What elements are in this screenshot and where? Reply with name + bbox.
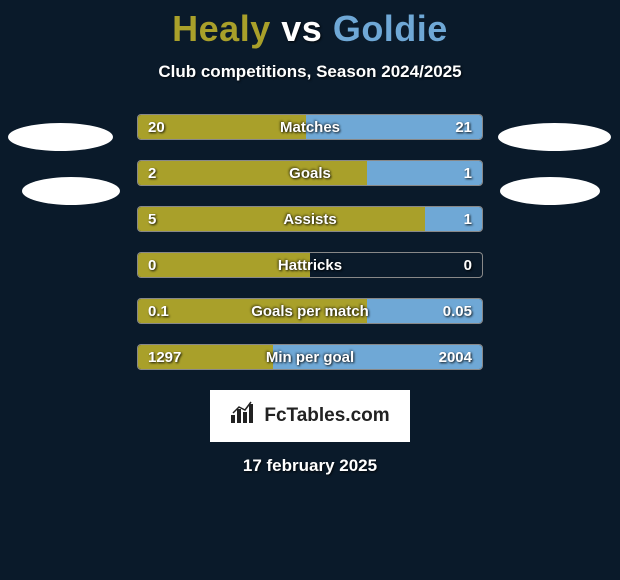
stat-label: Goals bbox=[138, 161, 482, 185]
stats-comparison-chart: 2021Matches 21Goals 51Assists 00Hattricks 0.… bbox=[137, 114, 483, 370]
oval-placeholder bbox=[500, 177, 600, 205]
stat-label: Hattricks bbox=[138, 253, 482, 277]
stat-row: 00Hattricks bbox=[137, 252, 483, 278]
date-text: 17 february 2025 bbox=[0, 456, 620, 476]
oval-placeholder bbox=[8, 123, 113, 151]
stat-label: Goals per match bbox=[138, 299, 482, 323]
fctables-logo: FcTables.com bbox=[210, 390, 410, 442]
stat-label: Assists bbox=[138, 207, 482, 231]
page-title: Healy vs Goldie bbox=[0, 0, 620, 50]
title-player2: Goldie bbox=[333, 8, 448, 49]
stat-label: Min per goal bbox=[138, 345, 482, 369]
logo-text: FcTables.com bbox=[264, 405, 389, 427]
title-vs: vs bbox=[281, 8, 322, 49]
stat-row: 12972004Min per goal bbox=[137, 344, 483, 370]
stat-label: Matches bbox=[138, 115, 482, 139]
chart-bars-icon bbox=[230, 401, 258, 431]
subtitle: Club competitions, Season 2024/2025 bbox=[0, 62, 620, 82]
oval-placeholder bbox=[498, 123, 611, 151]
oval-placeholder bbox=[22, 177, 120, 205]
title-player1: Healy bbox=[172, 8, 271, 49]
stat-row: 0.10.05Goals per match bbox=[137, 298, 483, 324]
stat-row: 51Assists bbox=[137, 206, 483, 232]
stat-row: 2021Matches bbox=[137, 114, 483, 140]
stat-row: 21Goals bbox=[137, 160, 483, 186]
